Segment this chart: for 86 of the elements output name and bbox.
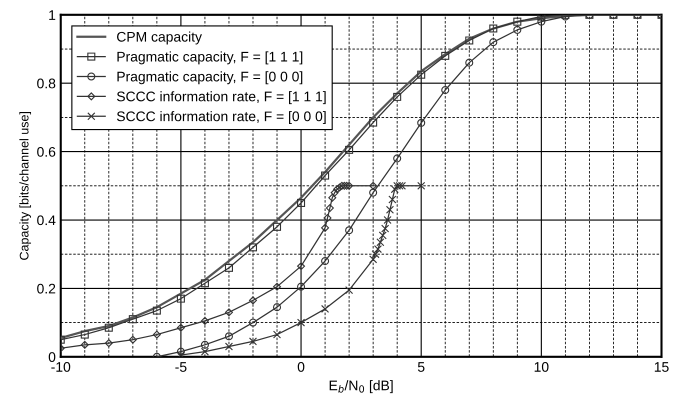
x-tick-label: 5 bbox=[418, 362, 424, 372]
point bbox=[128, 336, 137, 344]
point bbox=[384, 216, 392, 224]
point bbox=[249, 296, 257, 304]
x-tick-label: -5 bbox=[175, 362, 186, 372]
point bbox=[465, 58, 474, 67]
legend-label: SCCC information rate, F = [1 1 1] bbox=[116, 91, 326, 104]
point bbox=[152, 306, 161, 315]
point bbox=[417, 118, 426, 127]
point bbox=[323, 214, 332, 222]
point bbox=[224, 342, 233, 351]
point bbox=[376, 238, 384, 246]
point bbox=[513, 26, 522, 34]
x-axis-title: E$_{b}$/N$_{0}$ [dB] bbox=[330, 380, 393, 394]
point bbox=[378, 231, 387, 240]
point bbox=[326, 204, 334, 212]
point bbox=[465, 36, 474, 45]
point bbox=[128, 315, 137, 324]
point bbox=[273, 282, 282, 291]
point bbox=[374, 245, 382, 254]
point bbox=[321, 304, 330, 313]
legend-label: Pragmatic capacity, F = [1 1 1] bbox=[117, 51, 302, 64]
point bbox=[248, 318, 258, 327]
point bbox=[272, 303, 282, 312]
x-tick-label: 10 bbox=[534, 362, 549, 372]
point bbox=[321, 257, 330, 266]
point bbox=[272, 330, 282, 339]
y-tick-label: 0 bbox=[48, 352, 56, 362]
x-tick-label: 15 bbox=[654, 362, 669, 372]
point bbox=[104, 339, 113, 348]
point bbox=[381, 224, 390, 233]
point bbox=[537, 18, 546, 26]
point bbox=[200, 279, 209, 288]
point bbox=[152, 330, 161, 339]
legend-label: Pragmatic capacity, F = [0 0 0] bbox=[117, 71, 302, 84]
point bbox=[489, 24, 498, 33]
point bbox=[176, 294, 185, 303]
legend-label: SCCC information rate, F = [0 0 0] bbox=[116, 111, 326, 124]
point bbox=[328, 194, 336, 202]
point bbox=[537, 14, 546, 21]
point bbox=[200, 316, 209, 325]
point bbox=[200, 340, 209, 349]
point bbox=[248, 337, 258, 346]
point bbox=[489, 38, 498, 46]
point bbox=[80, 340, 89, 349]
point bbox=[345, 146, 354, 154]
point bbox=[513, 18, 522, 26]
point bbox=[390, 185, 399, 194]
point bbox=[297, 262, 306, 270]
y-tick-label: 0.8 bbox=[37, 78, 56, 88]
y-axis-title: Capacity [bits/channel use] bbox=[19, 112, 32, 260]
point bbox=[369, 182, 378, 190]
point bbox=[224, 332, 233, 340]
y-tick-label: 0.2 bbox=[37, 284, 56, 294]
point bbox=[441, 86, 450, 94]
point bbox=[104, 324, 113, 332]
point bbox=[386, 206, 394, 214]
point bbox=[369, 118, 378, 127]
point bbox=[417, 70, 426, 79]
point bbox=[176, 324, 185, 332]
point bbox=[200, 348, 209, 356]
point bbox=[248, 243, 258, 252]
legend-label: CPM capacity bbox=[117, 32, 202, 44]
point bbox=[297, 318, 306, 327]
point bbox=[80, 330, 89, 339]
point bbox=[176, 348, 185, 356]
point bbox=[224, 264, 233, 272]
x-tick-label: 0 bbox=[298, 362, 304, 372]
point bbox=[297, 198, 306, 207]
point bbox=[224, 308, 233, 316]
point bbox=[388, 195, 396, 204]
point bbox=[369, 188, 378, 197]
y-tick-label: 0.6 bbox=[37, 146, 56, 157]
y-tick-label: 1 bbox=[49, 10, 56, 20]
point bbox=[372, 250, 380, 258]
y-tick-label: 0.4 bbox=[37, 215, 56, 226]
point bbox=[345, 226, 354, 234]
point bbox=[272, 222, 282, 231]
point bbox=[393, 154, 402, 162]
point bbox=[393, 92, 402, 101]
point bbox=[417, 182, 426, 190]
point bbox=[321, 224, 330, 232]
point bbox=[441, 52, 450, 60]
point bbox=[297, 282, 306, 291]
point bbox=[321, 172, 330, 180]
x-tick-label: -10 bbox=[51, 362, 70, 372]
